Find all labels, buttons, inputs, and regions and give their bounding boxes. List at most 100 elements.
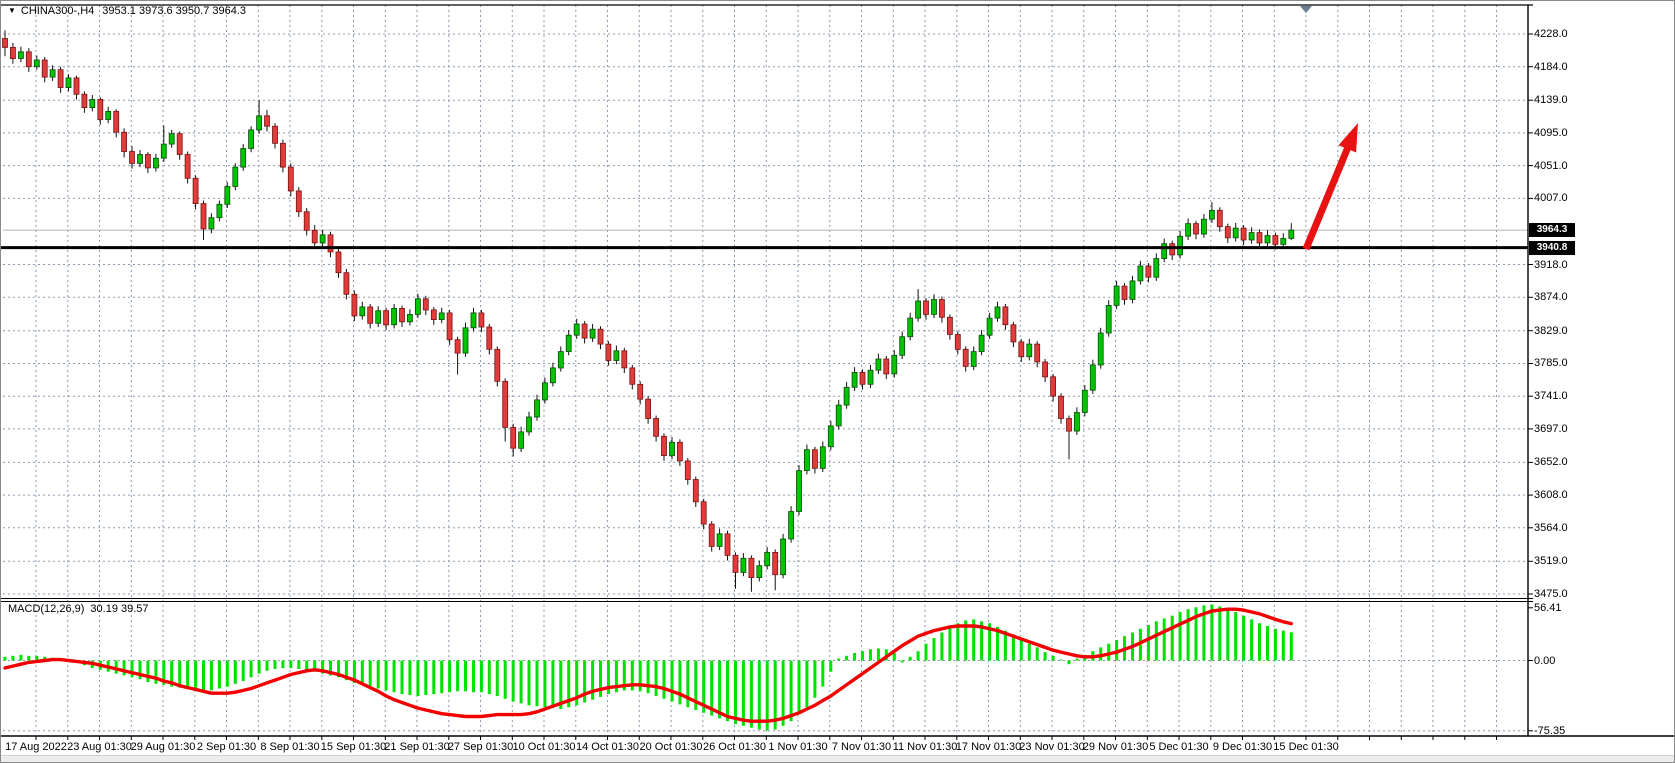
candle <box>1105 305 1112 334</box>
candle <box>33 59 40 68</box>
macd-bar <box>281 660 285 668</box>
candle <box>637 383 644 400</box>
macd-bar <box>130 660 134 678</box>
time-tick-label: 14 Oct 01:30 <box>576 741 639 753</box>
candle <box>962 348 969 367</box>
candle <box>907 317 914 338</box>
candle <box>1256 232 1263 244</box>
price-tick-label: 3475.0 <box>1534 588 1568 600</box>
candle <box>684 460 691 480</box>
macd-bar <box>416 660 420 696</box>
time-tick-label: 2 Sep 01:30 <box>196 741 257 753</box>
macd-bar <box>956 623 960 661</box>
macd-values: 30.19 39.57 <box>90 603 149 615</box>
price-tick-label: 3785.0 <box>1534 357 1568 369</box>
candle <box>1081 389 1088 413</box>
macd-bar <box>702 660 706 713</box>
macd-bar <box>503 660 507 699</box>
macd-bar <box>408 660 412 695</box>
candle <box>264 115 270 127</box>
candle <box>1129 280 1136 300</box>
candle <box>954 334 961 350</box>
candle <box>25 51 32 68</box>
macd-bar <box>614 660 618 693</box>
macd-bar <box>1178 612 1182 661</box>
macd-bar <box>654 660 658 696</box>
macd-bar <box>202 660 205 691</box>
macd-bar <box>527 660 531 706</box>
macd-bar <box>765 660 769 731</box>
macd-bar <box>424 660 428 695</box>
chart-menu-triangle-icon[interactable]: ▼ <box>8 6 16 15</box>
support-price-tag: 3940.8 <box>1529 241 1575 255</box>
candle <box>1177 235 1183 256</box>
candle <box>565 334 572 353</box>
candle <box>1066 418 1072 432</box>
trend-arrow[interactable] <box>1302 123 1358 251</box>
bottom-scroll-strip[interactable] <box>1 755 1674 762</box>
macd-bar <box>209 660 213 691</box>
candle <box>1145 265 1152 278</box>
price-tick-label: 3829.0 <box>1534 325 1568 337</box>
macd-bar <box>924 643 928 661</box>
macd-bar <box>35 655 39 661</box>
macd-bar <box>908 656 912 661</box>
macd-bar <box>599 660 602 697</box>
macd-bar <box>400 660 404 695</box>
candle <box>1201 218 1207 235</box>
candle <box>827 425 834 448</box>
candle <box>843 386 850 406</box>
macd-tick-label: -75.35 <box>1534 725 1566 737</box>
macd-bar <box>329 660 332 676</box>
candle <box>65 77 72 89</box>
macd-bar <box>3 656 7 661</box>
macd-bar <box>734 660 737 724</box>
macd-name: MACD(12,26,9) <box>8 603 85 615</box>
macd-bar <box>1075 658 1079 661</box>
candle <box>1153 258 1160 278</box>
candle <box>406 313 413 323</box>
macd-bar <box>678 660 682 705</box>
macd-bar <box>1019 638 1023 661</box>
macd-bar <box>265 660 269 671</box>
candle <box>129 151 135 164</box>
macd-bar <box>646 660 650 694</box>
candle <box>327 234 334 253</box>
candle <box>422 298 429 311</box>
macd-bar <box>1043 652 1047 661</box>
candle <box>613 350 620 361</box>
candle <box>1248 232 1255 241</box>
macd-bar <box>1266 626 1269 661</box>
macd-bar <box>1194 607 1198 661</box>
macd-bar <box>479 660 483 693</box>
macd-bar <box>726 660 729 722</box>
candlestick-series[interactable] <box>2 30 1295 592</box>
macd-bar <box>19 654 23 661</box>
macd-bar <box>1059 659 1063 661</box>
macd-bar <box>972 619 976 661</box>
candle <box>137 154 143 164</box>
candle <box>653 418 659 437</box>
macd-bar <box>122 660 126 676</box>
macd-bar <box>1154 621 1158 661</box>
candle <box>669 441 675 457</box>
scroll-end-marker-icon[interactable] <box>1300 6 1312 13</box>
macd-bar <box>1099 647 1103 661</box>
time-tick-label: 5 Dec 01:30 <box>1149 741 1209 753</box>
price-tick-label: 3652.0 <box>1534 456 1568 468</box>
candle <box>1264 235 1271 244</box>
candle <box>724 533 731 556</box>
macd-bar <box>313 660 317 672</box>
macd-bar <box>1186 609 1190 661</box>
current-price-tag: 3964.3 <box>1529 223 1575 237</box>
candle <box>756 565 763 579</box>
macd-bar <box>797 660 801 715</box>
macd-bar <box>591 660 595 700</box>
candle <box>73 77 80 95</box>
time-tick-label: 8 Sep 01:30 <box>260 741 320 753</box>
candle <box>303 211 310 231</box>
candle <box>9 47 16 60</box>
candle <box>121 131 127 152</box>
